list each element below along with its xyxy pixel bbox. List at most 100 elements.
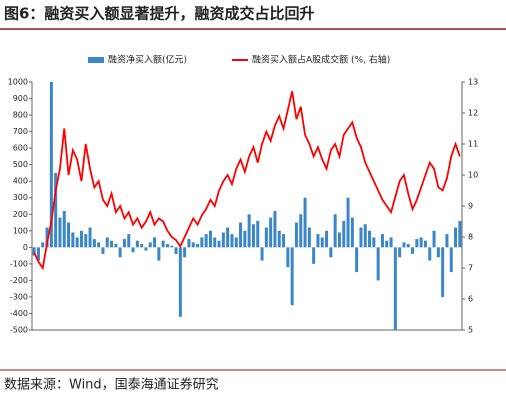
- bar: [385, 240, 389, 248]
- bar: [54, 172, 58, 248]
- bar: [376, 247, 380, 281]
- bar: [92, 239, 96, 248]
- line: [33, 91, 461, 271]
- bar: [380, 234, 384, 248]
- bar: [419, 237, 423, 248]
- bar: [346, 197, 350, 248]
- y-tick-label: 0: [23, 243, 28, 252]
- bar: [84, 234, 88, 248]
- bar: [359, 227, 363, 248]
- y2-tick-label: 8: [468, 233, 473, 242]
- y-tick-label: -500: [10, 326, 28, 335]
- source-note: 数据来源：Wind，国泰海通证券研究: [4, 377, 219, 393]
- bar: [161, 240, 165, 248]
- y2-tick-label: 13: [468, 78, 478, 87]
- bar: [415, 239, 419, 248]
- bar: [204, 234, 208, 248]
- bar: [110, 240, 114, 248]
- bar: [398, 247, 402, 258]
- y-tick-label: 100: [13, 226, 28, 235]
- bar: [144, 247, 148, 251]
- bar: [449, 247, 453, 273]
- bar: [157, 247, 161, 261]
- bar: [122, 239, 126, 248]
- bar: [333, 214, 337, 248]
- bar: [178, 247, 182, 317]
- bar: [140, 244, 144, 248]
- bar: [165, 244, 169, 248]
- bar: [170, 245, 174, 248]
- bar: [264, 227, 268, 248]
- bar: [325, 230, 329, 248]
- bar: [290, 247, 294, 306]
- y-tick-label: 800: [13, 111, 28, 120]
- bar: [32, 247, 36, 256]
- bar: [350, 217, 354, 248]
- y-tick-label: -400: [10, 309, 28, 318]
- bar: [243, 230, 247, 248]
- legend-swatch: [88, 57, 104, 63]
- bar: [97, 242, 101, 248]
- bar: [148, 242, 152, 248]
- bar: [389, 237, 393, 248]
- bar: [329, 247, 333, 258]
- y2-tick-label: 5: [468, 326, 473, 335]
- bar: [208, 230, 212, 248]
- y2-tick-label: 6: [468, 295, 473, 304]
- y2-tick-label: 9: [468, 202, 473, 211]
- bar: [316, 234, 320, 248]
- y-tick-label: -200: [10, 276, 28, 285]
- bar: [101, 247, 105, 254]
- bar: [294, 222, 298, 248]
- y2-tick-label: 7: [468, 264, 473, 273]
- bar: [183, 247, 187, 258]
- bar: [67, 222, 71, 248]
- bar: [71, 232, 75, 248]
- bar: [196, 244, 200, 248]
- bar: [131, 247, 135, 253]
- y-tick-label: 200: [13, 210, 28, 219]
- bar: [191, 242, 195, 248]
- bar: [118, 247, 122, 258]
- y-tick-label: 600: [13, 144, 28, 153]
- bar: [79, 230, 83, 248]
- y-tick-label: 900: [13, 94, 28, 103]
- bar: [458, 220, 462, 248]
- bar: [41, 242, 45, 248]
- bar: [282, 234, 286, 248]
- bar: [320, 237, 324, 248]
- bar: [411, 247, 415, 254]
- bar: [454, 227, 458, 248]
- bar: [153, 237, 157, 248]
- bar: [436, 247, 440, 258]
- chart-title: 图6：融资买入额显著提升，融资成交占比回升: [4, 5, 314, 23]
- bar: [200, 237, 204, 248]
- y-tick-label: 700: [13, 127, 28, 136]
- bar: [114, 244, 118, 248]
- bar: [393, 247, 397, 330]
- bar: [428, 247, 432, 261]
- bar: [432, 230, 436, 248]
- bar: [299, 214, 303, 248]
- y2-tick-label: 12: [468, 109, 478, 118]
- bar: [363, 224, 367, 248]
- bar: [127, 234, 131, 248]
- bar: [45, 227, 49, 248]
- bar: [58, 217, 62, 248]
- bar: [402, 242, 406, 248]
- bar: [277, 230, 281, 248]
- y2-tick-label: 10: [468, 171, 478, 180]
- bar: [221, 232, 225, 248]
- bar: [307, 227, 311, 248]
- bar: [445, 234, 449, 248]
- y-tick-label: 500: [13, 160, 28, 169]
- bar: [230, 234, 234, 248]
- y-tick-label: -100: [10, 259, 28, 268]
- bar: [187, 239, 191, 248]
- bar: [75, 237, 79, 248]
- bar: [269, 217, 273, 248]
- bar: [441, 247, 445, 297]
- bar: [423, 240, 427, 248]
- bar: [239, 222, 243, 248]
